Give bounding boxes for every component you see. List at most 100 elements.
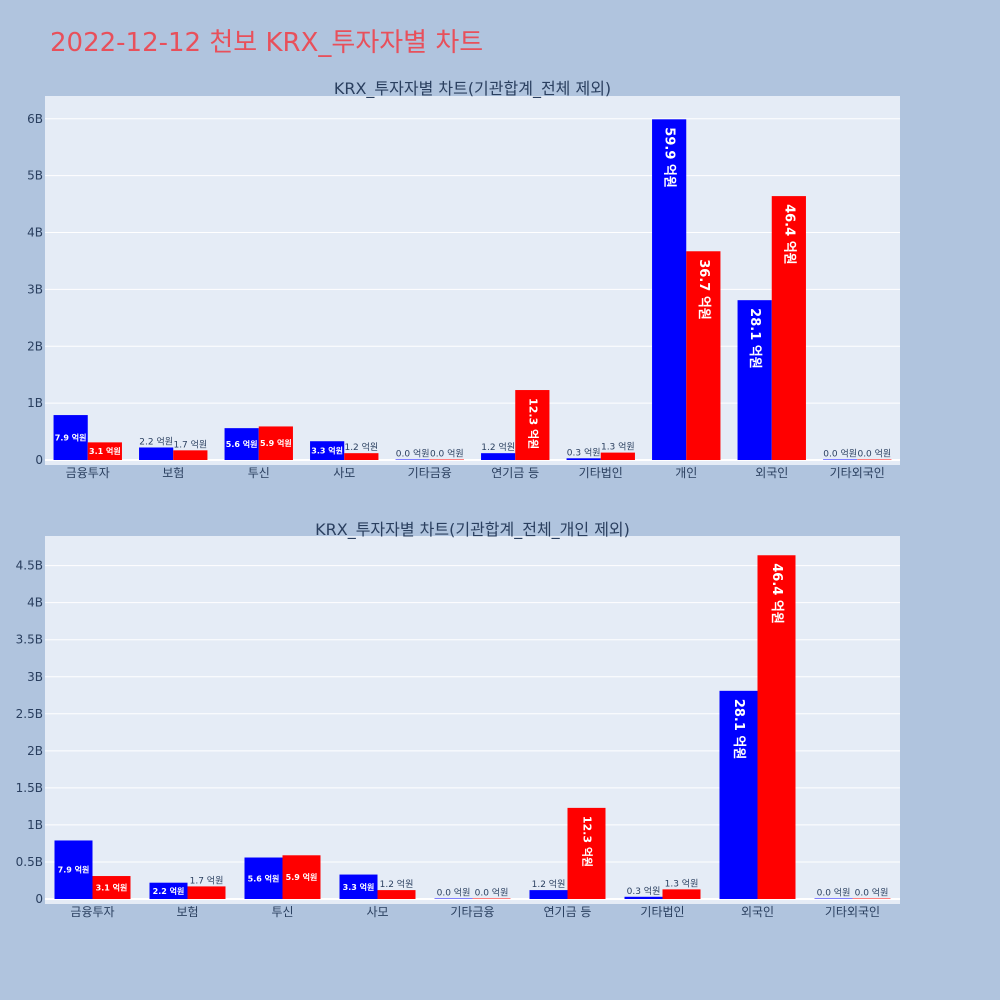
bar [87,442,122,460]
x-tick-label: 금융투자 [66,466,110,480]
x-tick-label: 기타외국인 [825,905,880,919]
bar [53,415,88,460]
x-tick-label: 외국인 [741,905,774,919]
bar [515,390,550,460]
y-tick-label: 2.5B [16,707,43,721]
data-label: 2.2 억원 [139,435,173,447]
data-label: 1.7 억원 [190,874,224,886]
data-label: 28.1 억원 [747,308,762,369]
bar [139,447,174,460]
bar [224,428,259,460]
data-label: 1.2 억원 [532,878,566,890]
x-tick-label: 기타외국인 [830,466,885,480]
x-tick-label: 투신 [271,905,293,919]
data-label: 3.3 억원 [311,446,343,456]
bar [737,300,772,460]
y-tick-label: 5B [27,169,43,183]
data-label: 1.2 억원 [380,878,414,890]
data-label: 7.9 억원 [58,865,90,875]
x-tick-label: 투신 [248,466,270,480]
data-label: 3.3 억원 [343,882,375,892]
bar [244,857,283,899]
bar [429,459,464,460]
y-tick-label: 4B [27,596,43,610]
data-label: 0.0 억원 [857,448,891,460]
y-tick-label: 3B [27,670,43,684]
data-label: 36.7 억원 [696,259,711,320]
data-label: 7.9 억원 [55,433,87,443]
bar [472,898,511,899]
x-tick-label: 기타금융 [450,905,494,919]
x-tick-label: 기타금융 [408,466,452,480]
y-tick-label: 2B [27,339,43,353]
y-tick-label: 3B [27,282,43,296]
data-label: 0.0 억원 [396,448,430,460]
data-label: 0.0 억원 [430,448,464,460]
bar [187,886,226,899]
top-bar-chart: 0 1B 2B 3B 4B 5B 6B KRX_투자자별 차트(기관합계_전체 제외) 금융투자… [27,79,900,480]
data-label: 46.4 억원 [769,563,784,624]
x-tick-label: 외국인 [755,466,788,480]
data-label: 1.2 억원 [481,441,515,453]
y-tick-label: 1.5B [16,781,43,795]
data-label: 28.1 억원 [731,699,746,760]
data-label: 0.0 억원 [817,887,851,899]
bar [92,876,131,899]
data-label: 0.0 억원 [855,887,889,899]
bar [173,450,208,460]
data-label: 3.1 억원 [96,883,128,893]
bar [529,890,568,899]
data-label: 0.0 억원 [437,887,471,899]
x-tick-label: 기타법인 [640,905,684,919]
x-tick-label: 보험 [176,905,198,919]
data-label: 12.3 억원 [581,816,595,867]
x-tick-label: 개인 [675,466,697,480]
bar [600,452,635,460]
page-title: 2022-12-12 천보 KRX_투자자별 차트 [50,28,484,58]
bar [719,690,758,899]
x-tick-label: 연기금 등 [491,466,539,480]
data-label: 46.4 억원 [781,204,796,265]
data-label: 5.6 억원 [226,439,258,449]
data-label: 5.6 억원 [248,873,280,883]
bar [282,855,321,899]
y-tick-label: 1B [27,396,43,410]
bar [662,889,701,899]
x-tick-label: 사모 [333,466,355,480]
y-tick-label: 0 [35,892,43,906]
bar [481,453,516,460]
y-tick-label: 0 [35,453,43,467]
data-label: 59.9 억원 [662,127,677,188]
bar [149,882,188,899]
bar [757,555,796,899]
bar [434,898,473,899]
bar [857,459,892,460]
bar [395,459,430,460]
y-tick-label: 2B [27,744,43,758]
y-tick-label: 1B [27,818,43,832]
data-label: 0.3 억원 [567,446,601,458]
data-label: 1.3 억원 [665,877,699,889]
x-tick-label: 사모 [366,905,388,919]
bar [624,896,663,899]
data-label: 0.0 억원 [475,887,509,899]
bar [339,874,378,899]
bar [258,426,293,460]
bar [566,458,601,460]
data-label: 1.7 억원 [173,438,207,450]
bar [54,840,93,899]
data-label: 5.9 억원 [260,438,292,448]
y-tick-label: 3.5B [16,633,43,647]
bar [852,898,891,899]
bar [344,453,379,460]
y-tick-label: 4.5B [16,559,43,573]
bar [771,196,806,460]
data-label: 3.1 억원 [89,446,121,456]
chart-subtitle: KRX_투자자별 차트(기관합계_전체_개인 제외) [315,520,630,540]
data-label: 0.3 억원 [627,885,661,897]
data-label: 2.2 억원 [153,886,185,896]
bar [814,898,853,899]
x-tick-label: 기타법인 [579,466,623,480]
y-tick-label: 4B [27,226,43,240]
bar [652,119,687,460]
